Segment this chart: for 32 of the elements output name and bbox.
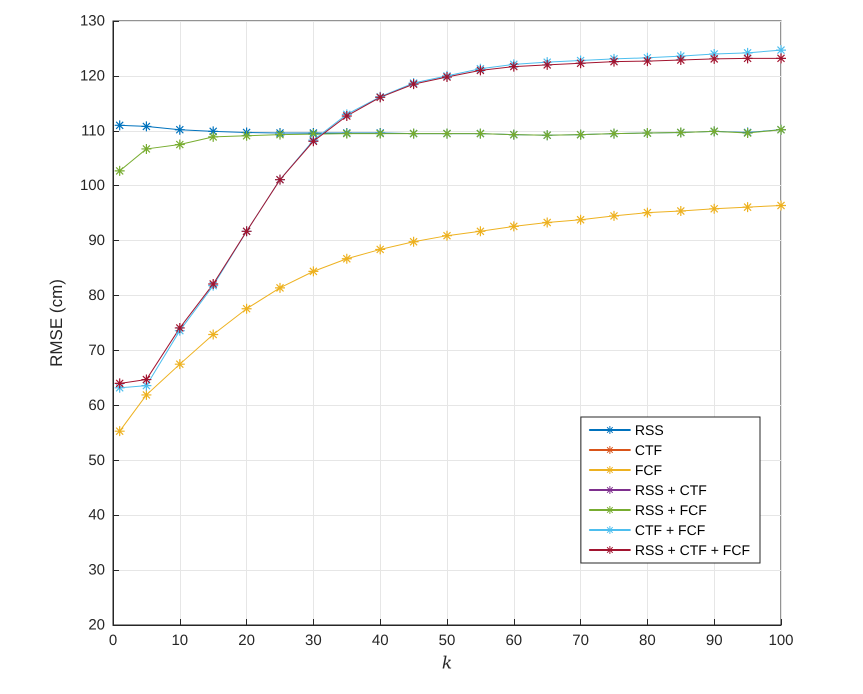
x-tick-label: 50 [438,632,456,649]
y-tick-label: 30 [88,562,105,579]
legend-label: FCF [634,462,662,478]
y-tick-label: 120 [80,67,105,84]
legend-label: RSS + FCF [634,502,707,518]
y-tick-label: 70 [88,342,105,359]
legend-label: RSS [634,422,664,438]
x-tick-label: 0 [108,632,118,649]
y-tick-label: 20 [88,616,105,634]
y-axis-title: RMSE (cm) [47,279,66,367]
y-tick-label: 60 [88,396,105,414]
x-tick-label: 70 [572,632,589,649]
legend-label: CTF + FCF [634,522,706,538]
x-tick-label: 60 [505,632,522,649]
y-tick-label: 130 [80,12,105,30]
x-tick-label: 30 [305,632,322,649]
y-tick-label: 50 [88,452,105,469]
x-tick-label: 100 [768,632,794,649]
y-tick-label: 80 [88,287,105,304]
x-tick-label: 20 [238,632,255,649]
x-axis-title: k [442,654,452,674]
y-tick-label: 100 [80,177,105,194]
y-tick-label: 110 [81,122,105,140]
x-tick-label: 10 [171,632,188,649]
x-tick-label: 90 [706,632,723,649]
x-tick-label: 40 [372,632,389,649]
legend-label: RSS + CTF [634,482,707,498]
legend-label: CTF [634,442,662,458]
y-tick-label: 90 [88,232,105,250]
legend-label: RSS + CTF + FCF [634,542,750,558]
x-tick-label: 80 [639,632,656,649]
y-tick-label: 40 [88,506,105,524]
